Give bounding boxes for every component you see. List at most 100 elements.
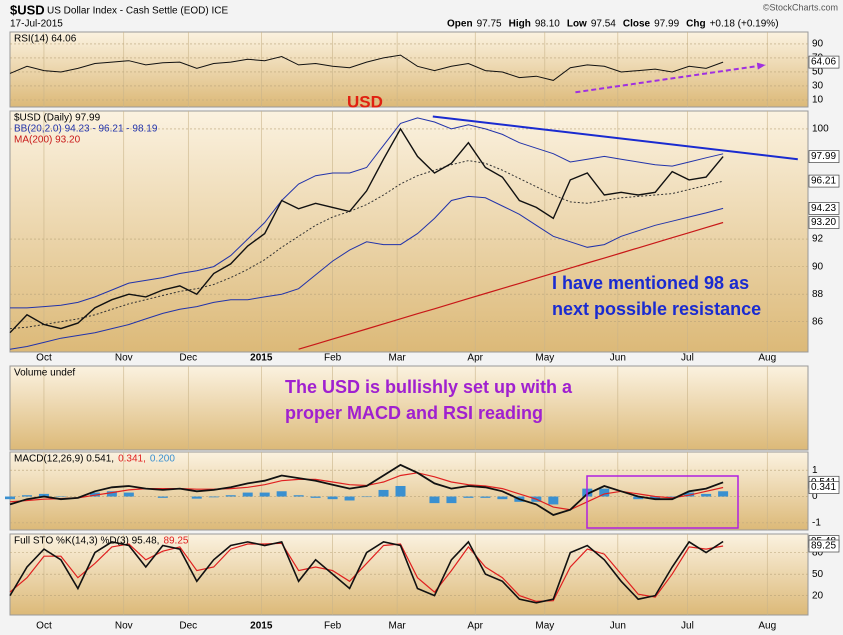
histogram-bar <box>106 491 117 497</box>
y-tick-label: -1 <box>812 518 821 529</box>
highlight-box <box>586 475 739 529</box>
series-line <box>9 160 724 330</box>
quote-value: 97.99 <box>654 19 679 30</box>
quote-label: Low <box>567 19 587 30</box>
plots: 1030507090RSI(14) 64.0664.06OctNovDec201… <box>5 31 840 632</box>
series-line <box>9 127 724 334</box>
quote: Open 97.75 High 98.10 Low 97.54 Close 97.99 Chg +… <box>447 19 779 30</box>
quote-value: 97.54 <box>591 19 616 30</box>
y-tick-label: 88 <box>812 289 824 300</box>
series-line <box>10 117 724 309</box>
y-tick-label: 90 <box>812 39 824 50</box>
quote-value: 97.75 <box>477 19 502 30</box>
y-tick-label: 86 <box>812 316 824 327</box>
quote-label: Close <box>623 19 651 30</box>
histogram-bar <box>21 495 32 497</box>
histogram-bar <box>633 496 644 500</box>
annotation: proper MACD and RSI reading <box>285 403 543 423</box>
annotation: The USD is bullishly set up with a <box>285 377 573 397</box>
histogram-bar <box>395 485 406 497</box>
credit: ©StockCharts.com <box>763 2 838 12</box>
histogram-bar <box>89 492 100 497</box>
x-tick-label: Jul <box>681 353 694 364</box>
histogram-bar <box>548 496 559 505</box>
last-value-label: 89.25 <box>811 541 836 552</box>
annotation: USD <box>347 92 383 111</box>
instrument-name: US Dollar Index - Cash Settle (EOD) ICE <box>47 6 228 17</box>
histogram-bar <box>650 496 661 500</box>
histogram-bar <box>208 496 219 498</box>
x-tick-label: May <box>535 621 554 632</box>
last-value-label: 97.99 <box>811 151 836 162</box>
histogram-bar <box>599 488 610 497</box>
x-tick-label: Dec <box>179 353 197 364</box>
y-tick-label: 30 <box>812 81 824 92</box>
x-tick-label: May <box>535 353 554 364</box>
x-tick-label: Jun <box>610 353 626 364</box>
histogram-bar <box>378 489 389 497</box>
quote-label: Chg <box>686 19 705 30</box>
legend-entry: MA(200) 93.20 <box>14 135 81 146</box>
histogram-bar <box>123 492 134 497</box>
histogram-bar <box>497 496 508 500</box>
y-tick-label: 80 <box>812 547 824 558</box>
series-line <box>9 195 724 350</box>
histogram-bar <box>191 496 202 499</box>
legend-entry: 0.341, <box>118 454 146 465</box>
legend-entry: MACD(12,26,9) 0.541, <box>14 454 114 465</box>
histogram-bar <box>293 495 304 497</box>
symbol: $USD <box>10 2 45 17</box>
x-tick-label: Oct <box>36 621 52 632</box>
series-line <box>298 221 724 350</box>
annotation: I have mentioned 98 as <box>552 273 749 293</box>
histogram-bar <box>310 496 321 498</box>
histogram-bar <box>344 496 355 501</box>
x-tick-label: Oct <box>36 353 52 364</box>
histogram-bar <box>718 491 729 497</box>
panel <box>9 451 809 531</box>
last-value-box <box>808 216 840 229</box>
last-value-box <box>808 539 840 553</box>
histogram-bar <box>55 496 66 498</box>
x-tick-label: Jun <box>610 621 626 632</box>
series-line <box>9 540 724 604</box>
histogram-bar <box>446 496 457 504</box>
x-tick-label: Aug <box>758 353 776 364</box>
legend-entry: Full STO %K(14,3) %D(3) 95.48, <box>14 536 159 547</box>
last-value-label: 0.341 <box>811 482 836 493</box>
legend-entry: 89.25 <box>163 536 188 547</box>
legend-entry: BB(20,2.0) 94.23 - 96.21 - 98.19 <box>14 124 158 135</box>
legend-entry: 0.200 <box>150 454 175 465</box>
quote-value: +0.18 (+0.19%) <box>710 19 779 30</box>
x-tick-label: Apr <box>467 621 483 632</box>
x-tick-label: 2015 <box>250 621 273 632</box>
last-value-box <box>808 174 840 188</box>
date: 17-Jul-2015 <box>10 19 63 30</box>
x-tick-label: Nov <box>115 353 133 364</box>
histogram-bar <box>361 496 372 498</box>
y-tick-label: 50 <box>812 67 824 78</box>
histogram-bar <box>225 495 236 497</box>
quote-label: Open <box>447 19 473 30</box>
legend-entry: RSI(14) 64.06 <box>14 34 77 45</box>
histogram-bar <box>38 493 49 497</box>
x-tick-label: Nov <box>115 621 133 632</box>
histogram-bar <box>157 496 168 498</box>
y-tick-label: 50 <box>812 569 824 580</box>
series-line <box>9 54 724 81</box>
y-tick-label: 1 <box>812 465 818 476</box>
histogram-bar <box>327 496 338 500</box>
y-tick-label: 90 <box>812 261 824 272</box>
trendline <box>432 115 798 161</box>
series-line <box>9 463 724 516</box>
last-value-box <box>808 150 840 163</box>
y-tick-label: 100 <box>812 124 829 135</box>
quote-value: 98.10 <box>535 19 560 30</box>
y-tick-label: 10 <box>812 95 824 106</box>
histogram-bar <box>684 492 695 497</box>
panel <box>9 365 809 451</box>
last-value-label: 93.20 <box>811 217 836 228</box>
histogram-bar <box>480 496 491 498</box>
